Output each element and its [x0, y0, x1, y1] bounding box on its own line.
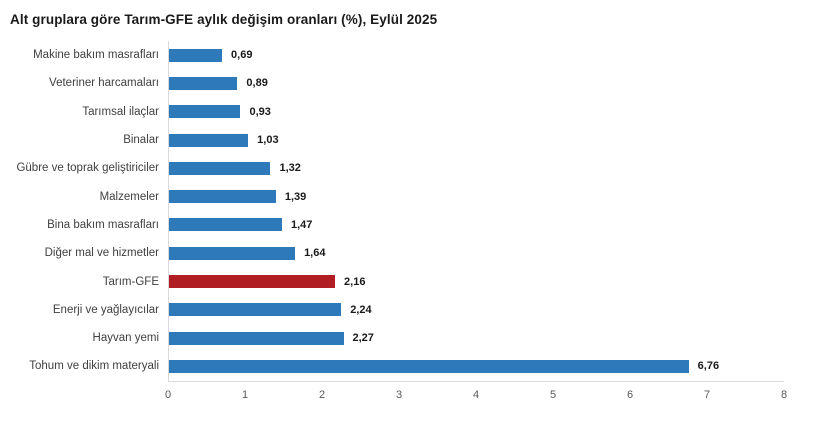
bar-track: 6,76 [168, 352, 784, 381]
x-axis-tick: 3 [395, 388, 403, 401]
x-axis-tick: 4 [472, 388, 480, 401]
bar [169, 246, 296, 260]
bar [169, 218, 282, 232]
bar-track: 1,32 [168, 154, 784, 183]
bar-row: Bina bakım masrafları 1,47 [0, 210, 784, 240]
value-label: 2,16 [344, 275, 366, 288]
bar [169, 105, 241, 119]
x-axis-tick: 0 [164, 388, 172, 401]
bar-track: 1,03 [168, 125, 784, 155]
value-label: 6,76 [697, 360, 720, 373]
bar-row: Malzemeler 1,39 [0, 182, 784, 211]
category-label: Tarım-GFE [102, 275, 159, 288]
bar-track: 2,24 [168, 295, 784, 324]
x-axis-tick: 7 [703, 388, 711, 401]
value-label: 0,93 [249, 105, 271, 118]
bar-row: Tarımsal ilaçlar 0,93 [0, 97, 784, 126]
bar-row: Gübre ve toprak geliştiriciler 1,32 [0, 154, 784, 183]
category-label: Tarımsal ilaçlar [82, 105, 159, 118]
bar [169, 331, 344, 345]
bar-track: 1,64 [168, 239, 784, 268]
bar [169, 161, 271, 175]
bar-row: Diğer mal ve hizmetler 1,64 [0, 239, 784, 268]
bar-track: 2,16 [168, 267, 784, 296]
value-label: 1,32 [279, 162, 301, 175]
bar-row: Tohum ve dikim materyali 6,76 [0, 352, 784, 381]
bar-highlight [169, 275, 336, 289]
bar-track: 2,27 [168, 323, 784, 353]
value-label: 0,89 [246, 77, 268, 90]
category-label: Makine bakım masrafları [33, 49, 159, 62]
category-label: Enerji ve yağlayıcılar [52, 303, 159, 316]
x-axis-tick: 1 [241, 388, 249, 401]
value-label: 1,03 [257, 134, 279, 147]
category-label: Hayvan yemi [92, 332, 159, 345]
value-label: 2,27 [352, 332, 374, 345]
bar-chart: Makine bakım masrafları 0,69 Veteriner har… [0, 41, 788, 408]
bar-row: Makine bakım masrafları 0,69 [0, 41, 784, 70]
bar-track: 1,39 [168, 182, 784, 211]
bar-track: 0,93 [168, 97, 784, 126]
category-label: Binalar [123, 134, 159, 147]
category-label: Diğer mal ve hizmetler [44, 247, 159, 260]
bar-row: Veteriner harcamaları 0,89 [0, 69, 784, 98]
bar [169, 133, 249, 147]
bar-row: Enerji ve yağlayıcılar 2,24 [0, 295, 784, 324]
bar-track: 0,69 [168, 41, 784, 70]
bar [169, 190, 276, 204]
bar-row: Tarım-GFE 2,16 [0, 267, 784, 296]
bar [169, 303, 342, 317]
x-axis: 0 1 2 3 4 5 6 7 8 [164, 380, 788, 408]
category-label: Tohum ve dikim materyali [29, 360, 159, 373]
value-label: 0,69 [231, 49, 253, 62]
bar [169, 76, 238, 90]
x-axis-tick: 8 [780, 388, 788, 401]
value-label: 1,39 [284, 190, 307, 203]
category-label: Veteriner harcamaları [49, 77, 159, 90]
bar-track: 1,47 [168, 210, 784, 240]
value-label: 1,47 [291, 218, 313, 231]
chart-title: Alt gruplara göre Tarım-GFE aylık değişi… [10, 12, 438, 27]
category-label: Gübre ve toprak geliştiriciler [16, 162, 159, 175]
bar [169, 48, 223, 62]
value-label: 1,64 [304, 247, 326, 260]
x-axis-tick: 5 [549, 388, 557, 401]
category-label: Malzemeler [99, 190, 159, 203]
bar [169, 359, 689, 373]
bar-row: Hayvan yemi 2,27 [0, 323, 784, 353]
x-axis-tick: 6 [626, 388, 634, 401]
value-label: 2,24 [350, 303, 372, 316]
bar-row: Binalar 1,03 [0, 125, 784, 155]
bar-rows: Makine bakım masrafları 0,69 Veteriner har… [0, 41, 784, 381]
category-label: Bina bakım masrafları [47, 218, 159, 231]
bar-track: 0,89 [168, 69, 784, 98]
x-axis-tick: 2 [318, 388, 326, 401]
